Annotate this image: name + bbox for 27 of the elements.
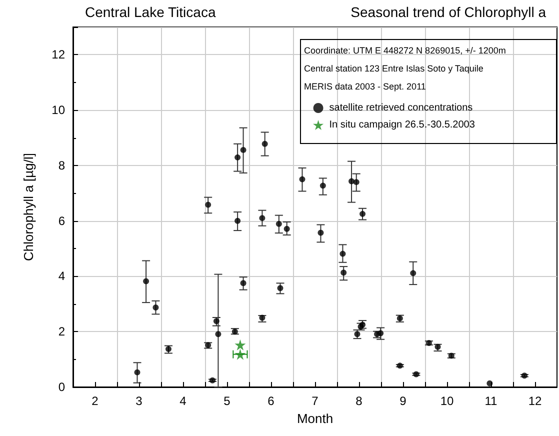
x-tick-label: 2 bbox=[92, 394, 99, 408]
x-tick-label: 12 bbox=[528, 394, 542, 408]
chart-subtitle: Seasonal trend of Chlorophyll a bbox=[350, 4, 546, 20]
annotation: Coordinate: UTM E 448272 N 8269015, +/- 1200m bbox=[304, 46, 506, 56]
legend-label: In situ campaign 26.5.-30.5.2003 bbox=[329, 120, 476, 130]
y-tick-label: 6 bbox=[58, 214, 66, 228]
y-tick-label: 0 bbox=[58, 380, 66, 394]
x-tick-label: 7 bbox=[312, 394, 319, 408]
chart-title: Central Lake Titicaca bbox=[85, 4, 216, 20]
y-tick-label: 12 bbox=[52, 48, 66, 62]
x-tick-label: 11 bbox=[484, 394, 498, 408]
x-tick-label: 9 bbox=[400, 394, 407, 408]
x-tick-label: 3 bbox=[136, 394, 143, 408]
x-axis-title: Month bbox=[296, 410, 334, 426]
y-tick-label: 2 bbox=[58, 324, 66, 339]
x-tick-label: 10 bbox=[440, 394, 454, 408]
y-tick-label: 4 bbox=[58, 269, 66, 284]
x-tick-label: 5 bbox=[224, 394, 231, 408]
x-tick-label: 4 bbox=[180, 394, 187, 408]
y-axis-title: Chlorophyll a [µg/l] bbox=[21, 153, 36, 261]
legend-label: satellite retrieved concentrations bbox=[329, 102, 473, 114]
y-tick-label: 8 bbox=[58, 158, 66, 172]
annotation: MERIS data 2003 - Sept. 2011 bbox=[304, 82, 426, 92]
y-tick-label: 10 bbox=[52, 103, 66, 118]
x-tick-label: 8 bbox=[356, 394, 363, 408]
x-tick-label: 6 bbox=[268, 394, 275, 408]
annotation: Central station 123 Entre Islas Soto y Taquile bbox=[304, 64, 484, 74]
